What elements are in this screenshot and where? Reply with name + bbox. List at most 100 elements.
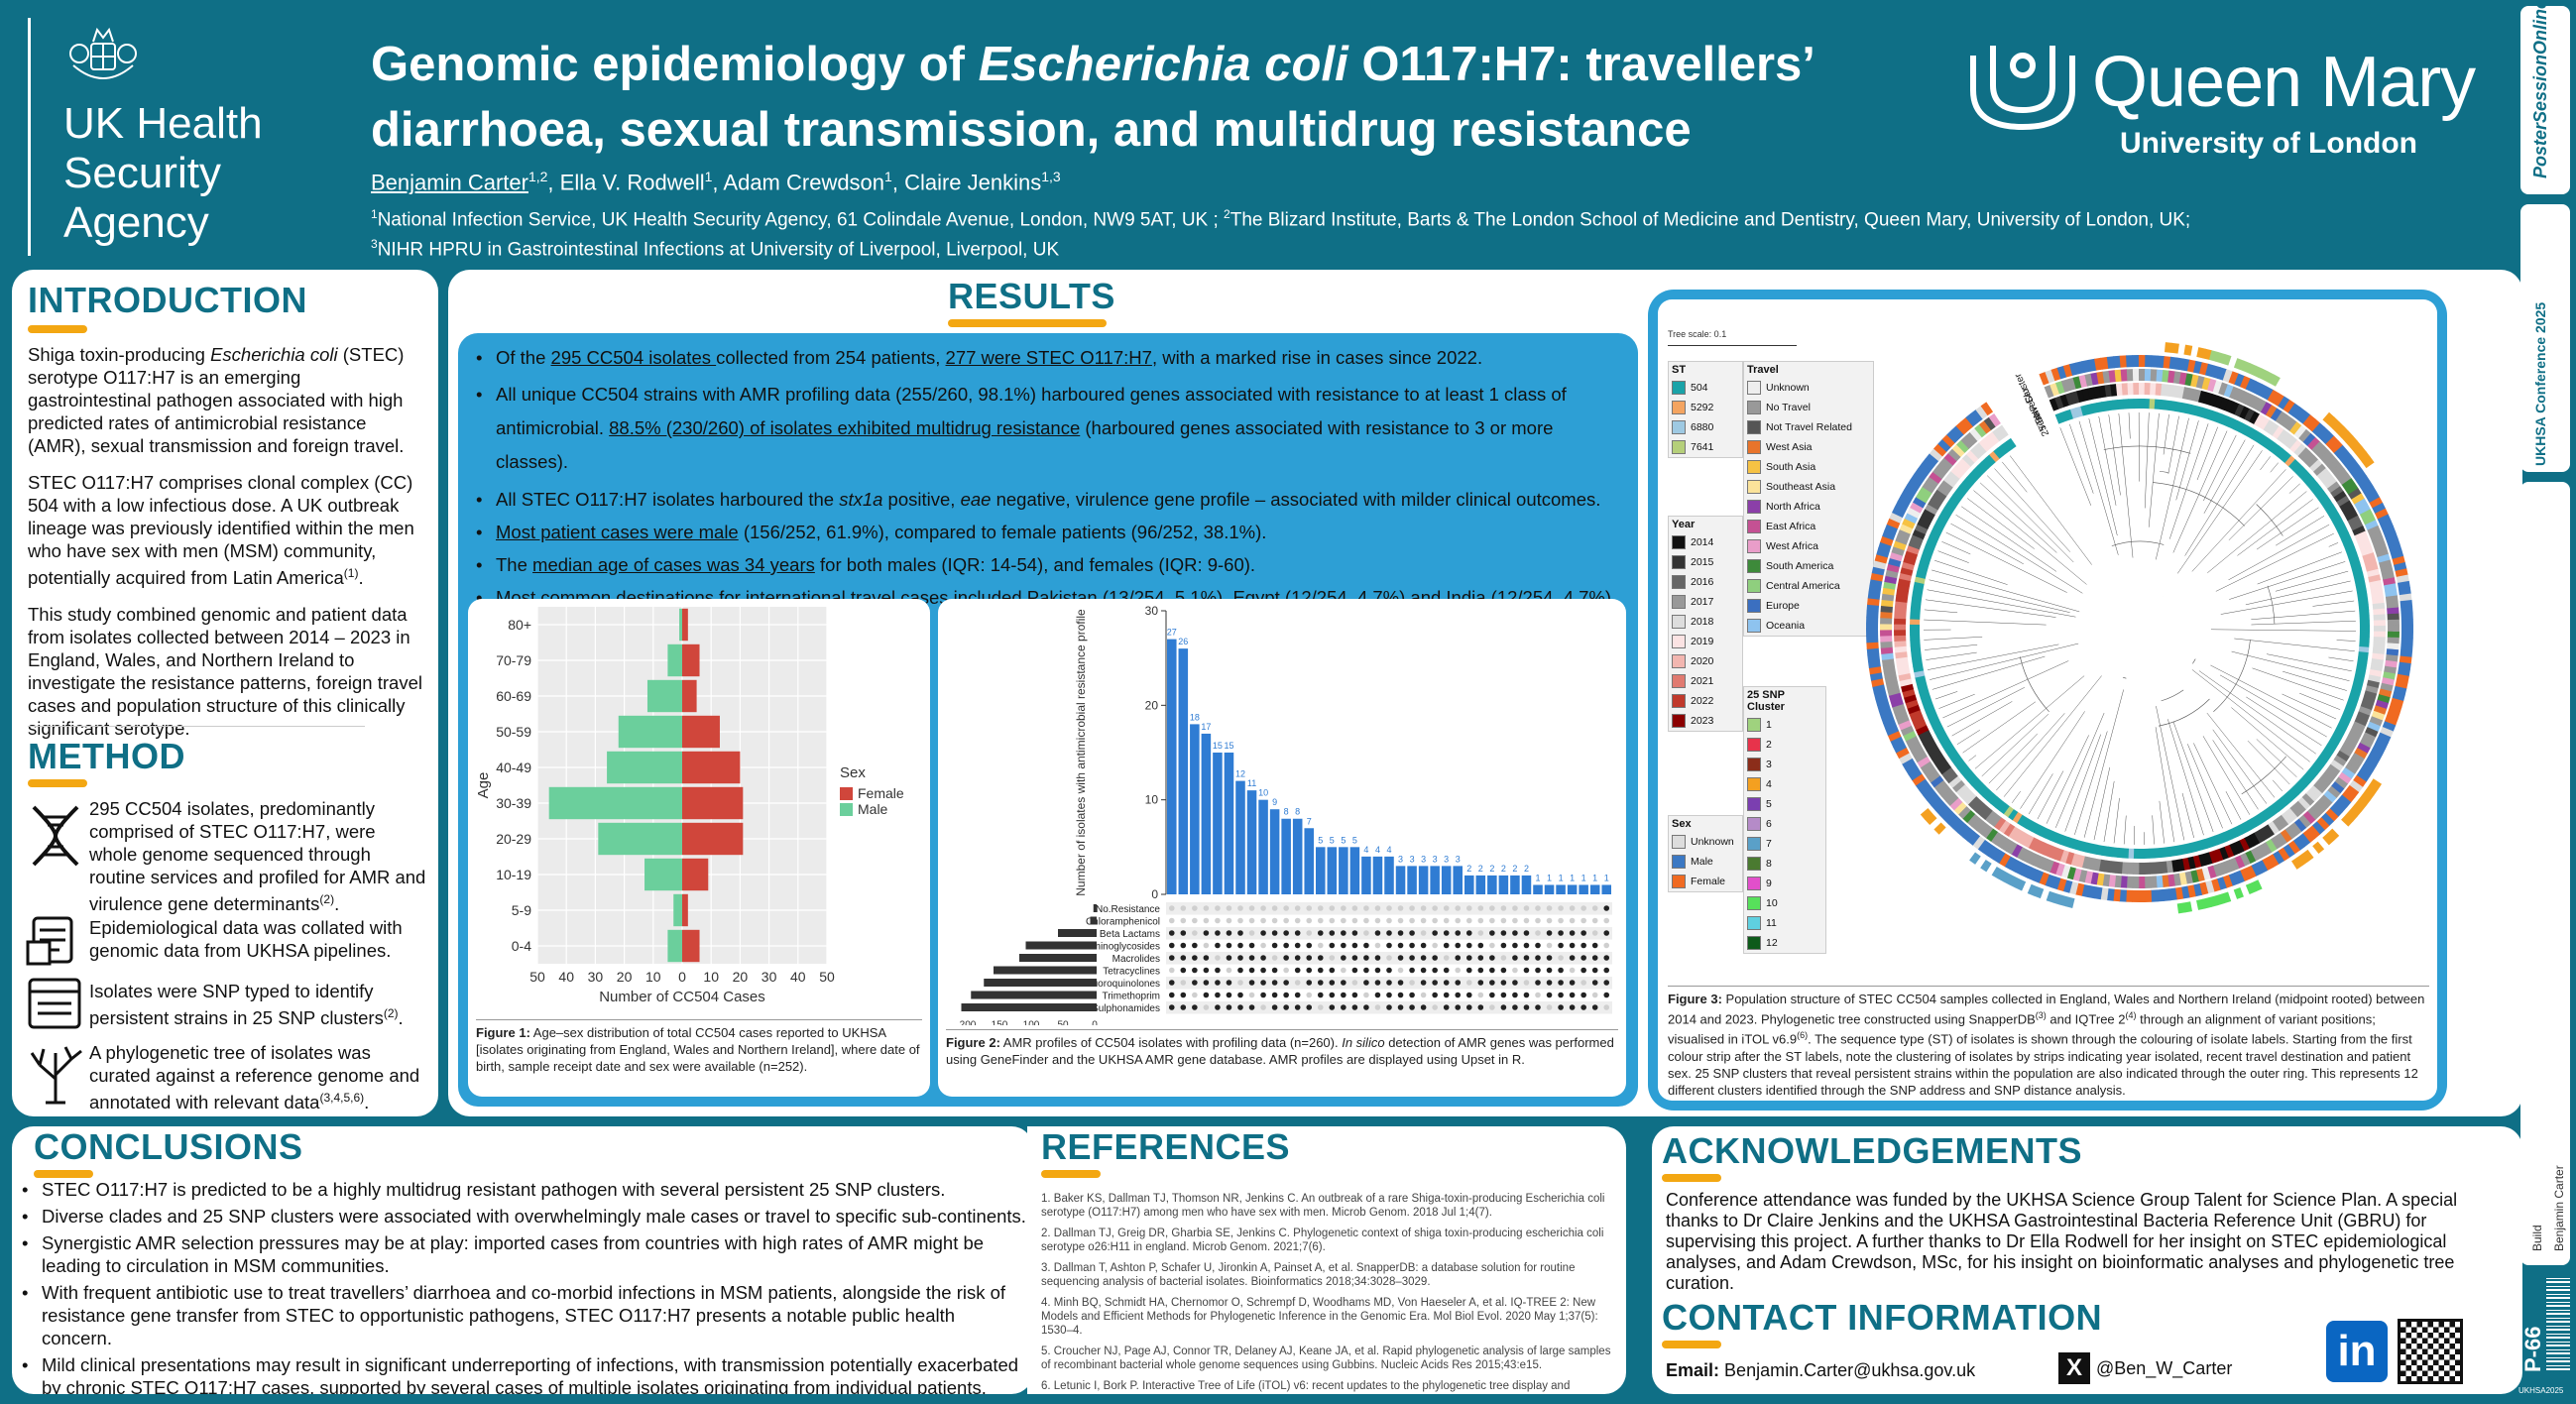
year-ring-cell [2121,383,2129,396]
bar [1269,809,1280,894]
st-ring-cell [2209,835,2218,848]
matrix-dot [1329,942,1336,949]
data-label: 10 [1258,788,1268,798]
matrix-dot [1455,992,1462,998]
year-ring-cell [2354,716,2368,727]
travel-ring-cell [1880,629,1893,637]
bar [1498,875,1509,894]
travel-ring-cell [1960,435,1974,449]
sex-ring-cell [2400,619,2413,627]
sex-ring-cell [2302,829,2316,844]
matrix-dot [1581,955,1586,961]
year-ring-cell [2344,510,2359,522]
year-ring-cell [2133,383,2140,396]
sex-ring-cell [2151,889,2159,902]
st-ring-cell [2264,438,2276,451]
year-ring-cell [2181,857,2190,871]
matrix-dot [1180,942,1187,949]
tree-branch [2260,456,2271,471]
legend-swatch [1672,595,1686,609]
tree-branch [1988,733,2038,784]
matrix-dot [1351,955,1358,961]
tree-branch [2152,815,2155,845]
y-tick-label: 60-69 [496,688,531,704]
set-x-tick-label: 50 [1057,1020,1069,1026]
email-link[interactable]: Benjamin.Carter@ukhsa.gov.uk [1724,1360,1976,1380]
legend-swatch [1672,535,1686,549]
sex-ring-cell [2278,847,2290,862]
snp-ring-cell [2252,365,2263,378]
travel-ring-cell [2323,790,2337,803]
travel-ring-cell [2006,841,2018,855]
year-ring-cell [2373,631,2386,639]
tree-branch [2219,674,2327,738]
matrix-dot [1374,905,1381,911]
st-ring-cell [2179,844,2187,856]
snp-ring-cell [2251,879,2263,892]
tree-scale: Tree scale: 0.1 [1668,329,1727,339]
sex-ring-cell [2050,876,2061,890]
tree-branch [1961,506,2057,572]
travel-ring-cell [2330,781,2345,794]
travel-ring-cell [2270,408,2283,422]
st-ring-cell [2101,845,2109,857]
matrix-dot [1420,967,1427,974]
year-ring-cell [2070,853,2080,867]
matrix-dot [1363,930,1369,936]
year-ring-cell [2316,468,2330,481]
matrix-dot [1248,967,1255,974]
x-handle[interactable]: @Ben_W_Carter [2096,1358,2233,1378]
snp-ring-cell [2296,853,2309,867]
year-ring-cell [1901,561,1915,571]
st-ring-cell [2315,756,2328,767]
data-label: 7 [1307,816,1312,826]
snp-ring-cell [2291,857,2303,870]
legend-swatch [1747,539,1761,553]
travel-ring-cell [2223,384,2235,399]
matrix-dot [1420,955,1427,961]
travel-ring-cell [2108,875,2117,887]
sex-ring-cell [2359,764,2374,777]
st-ring-cell [1978,785,1990,797]
sex-ring-cell [1950,425,1964,439]
x-icon[interactable]: X [2058,1352,2090,1384]
matrix-dot [1374,980,1381,986]
year-ring-cell [1903,555,1917,566]
legend-label: 2 [1766,739,1772,751]
st-ring-cell [2144,848,2151,859]
legend-label: Female [858,785,904,801]
st-ring-cell [1936,733,1949,743]
tree-branch [2088,418,2118,536]
year-ring-cell [1976,803,1989,817]
crown-icon [1970,46,2075,131]
linkedin-icon[interactable]: in [2326,1321,2388,1382]
sex-ring-cell [1912,773,1926,786]
sex-ring-cell [2320,431,2335,445]
sex-ring-cell [2400,599,2413,608]
tree-branch [1979,482,2057,553]
matrix-dot [1397,1004,1404,1010]
matrix-dot [1432,967,1438,974]
tree-branch [1962,701,2037,754]
bar [1567,884,1578,894]
matrix-dot [1455,1004,1462,1010]
travel-item: No Travel [1744,398,1873,417]
travel-ring-cell [1903,730,1917,742]
travel-ring-cell [2150,876,2158,888]
st-ring-cell [1982,789,1994,801]
travel-ring-cell [1939,457,1953,471]
set-label: Macrolides [1112,954,1160,965]
snp-ring-cell [2170,342,2179,354]
travel-ring-cell [2240,391,2251,405]
sex-ring-cell [1893,742,1907,754]
st-ring-cell [1949,494,1962,505]
matrix-dot [1420,917,1427,924]
travel-ring-cell [2255,845,2267,859]
matrix-dot [1477,917,1484,924]
year-ring-cell [2285,435,2298,450]
tree-branch [1934,691,1958,700]
legend-swatch [1672,714,1686,728]
st-ring-cell [2247,427,2258,439]
travel-ring-cell [2371,710,2386,722]
sex-ring-cell [2349,464,2364,478]
